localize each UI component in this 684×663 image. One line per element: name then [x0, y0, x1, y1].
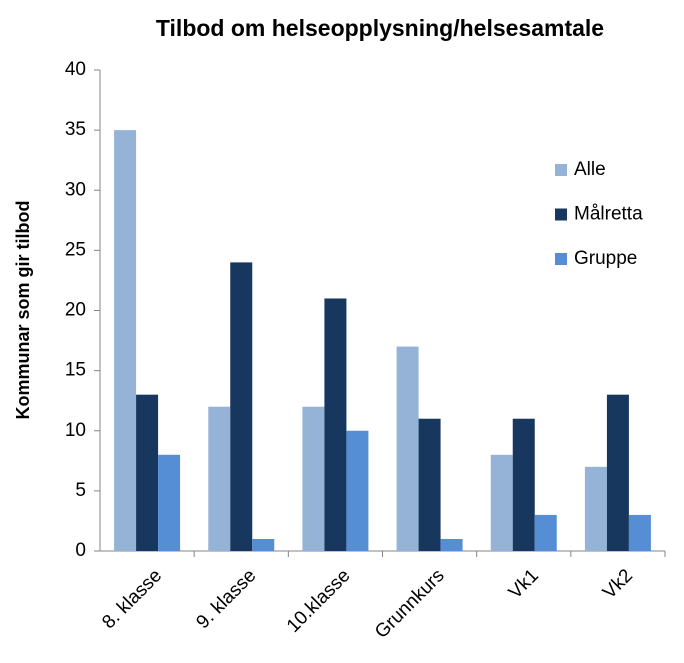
bar [346, 430, 369, 551]
bar [208, 406, 231, 551]
x-tick-label: Vk1 [505, 565, 543, 603]
x-tick-label: 9. klasse [192, 565, 260, 633]
y-tick-label: 5 [75, 480, 86, 501]
y-tick-label: 30 [65, 179, 86, 200]
x-tick-label: Grunnkurs [371, 565, 449, 643]
bar [324, 298, 347, 551]
bar [158, 454, 181, 551]
legend-swatch [555, 253, 567, 265]
legend-swatch [555, 164, 567, 176]
bar [396, 346, 419, 551]
bar [606, 394, 629, 551]
y-tick-label: 35 [65, 119, 86, 140]
legend-label: Gruppe [574, 248, 637, 269]
y-tick-label: 40 [65, 59, 86, 80]
y-axis-label: Kommunar som gir tilbod [13, 200, 33, 419]
bar [628, 514, 651, 551]
bar [252, 538, 275, 551]
bar [440, 538, 463, 551]
y-tick-label: 15 [65, 360, 86, 381]
legend-label: Målretta [574, 204, 643, 225]
bar [534, 514, 557, 551]
y-tick-label: 25 [65, 239, 86, 260]
chart-title: Tilbod om helseopplysning/helsesamtale [156, 15, 604, 41]
x-tick-label: 8. klasse [98, 565, 166, 633]
bar [418, 418, 441, 551]
legend-swatch [555, 208, 567, 221]
bar [136, 394, 159, 551]
bar [490, 454, 513, 551]
x-tick-label: 10.klasse [283, 565, 355, 637]
bar [114, 130, 137, 551]
bar [302, 406, 325, 551]
x-tick-label: Vk2 [599, 565, 637, 603]
bar [230, 262, 253, 551]
legend-label: Alle [574, 159, 606, 180]
y-tick-label: 10 [65, 420, 86, 441]
y-tick-label: 20 [65, 300, 86, 321]
bar [512, 418, 535, 551]
y-tick-label: 0 [75, 540, 86, 561]
bar [584, 466, 607, 551]
